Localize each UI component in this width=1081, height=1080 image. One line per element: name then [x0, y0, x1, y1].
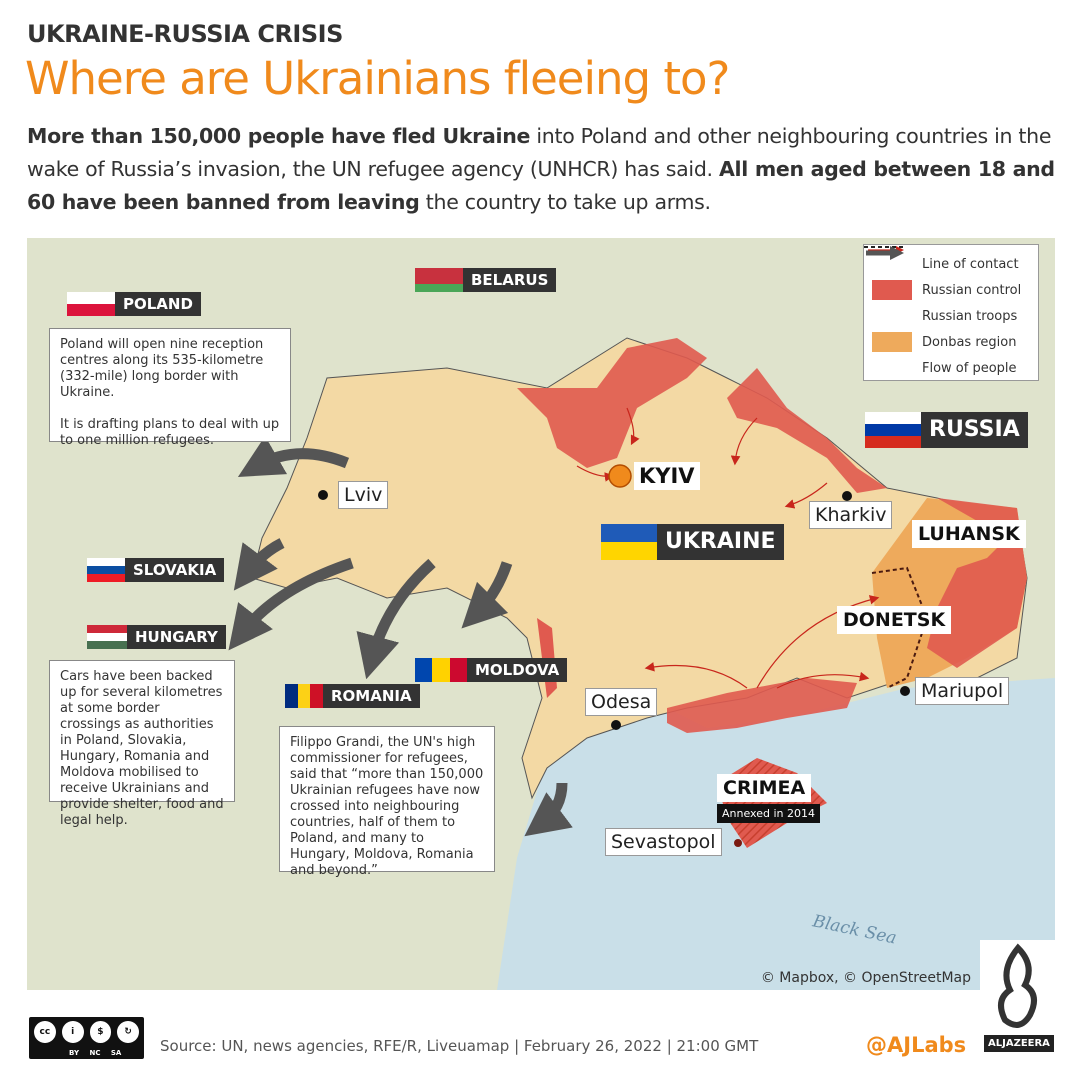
city-dot: [842, 491, 853, 501]
country-name: SLOVAKIA: [125, 558, 225, 582]
legend-item: Flow of people: [866, 246, 1030, 381]
legend-item: Russian troops: [868, 246, 1030, 329]
source-line: Source: UN, news agencies, RFE/R, Liveua…: [160, 1037, 759, 1055]
lede-part: the country to take up arms.: [419, 190, 711, 214]
cc-icon: cc: [32, 1019, 58, 1045]
poland-note: Poland will open nine reception centres …: [49, 328, 291, 448]
flow-of-people-arrows: [228, 435, 573, 837]
line-of-contact: [871, 566, 929, 689]
legend-item: Russian control: [872, 277, 1030, 303]
legend-label: Russian troops: [922, 308, 1018, 324]
map: Line of contact Russian control Russian …: [27, 238, 1055, 990]
city-dot: [611, 720, 621, 730]
by-icon: i: [59, 1019, 86, 1045]
nc-icon: $: [87, 1019, 114, 1045]
romania-flag-icon: [285, 684, 324, 708]
legend-label: Flow of people: [922, 360, 1017, 376]
swatch-icon: [872, 332, 912, 352]
russian-control-northeast: [727, 368, 887, 493]
grey-arrow-icon: [866, 246, 912, 378]
country-label-ukraine: UKRAINE: [601, 524, 784, 560]
aljazeera-wordmark: ALJAZEERA: [984, 1035, 1054, 1052]
city-sevastopol: Sevastopol: [605, 828, 722, 856]
poland-flag-icon: [67, 292, 115, 316]
lede: More than 150,000 people have fled Ukrai…: [27, 120, 1067, 219]
region-crimea: CRIMEA: [717, 774, 812, 802]
city-name: Mariupol: [915, 677, 1010, 705]
city-name: Odesa: [585, 688, 658, 716]
country-label-hungary: HUNGARY: [87, 625, 226, 649]
country-label-belarus: BELARUS: [415, 268, 557, 292]
city-name: Kharkiv: [809, 501, 893, 529]
country-name: ROMANIA: [323, 684, 420, 708]
country-name: POLAND: [115, 292, 201, 316]
city-kyiv: KYIV: [634, 462, 700, 490]
city-name: Sevastopol: [605, 828, 722, 856]
russian-control-south: [667, 678, 857, 733]
city-dot: [900, 686, 910, 696]
red-arrow-icon: [868, 246, 912, 326]
country-label-slovakia: SLOVAKIA: [87, 558, 225, 582]
ukraine-flag-icon: [601, 524, 657, 560]
legend-item: Line of contact: [864, 246, 1030, 277]
lede-part: All men aged between 18 and 60 have been…: [27, 157, 1055, 214]
country-label-russia: RUSSIA: [865, 412, 1028, 448]
region-luhansk: LUHANSK: [912, 520, 1026, 548]
city-dot: [318, 490, 328, 500]
country-name: RUSSIA: [921, 412, 1028, 448]
legend-label: Russian control: [922, 282, 1022, 298]
region-donetsk: DONETSK: [837, 606, 952, 634]
sea: [497, 678, 1055, 990]
swatch-icon: [872, 280, 912, 300]
lede-part: More than 150,000 people have fled Ukrai…: [27, 124, 531, 148]
country-label-romania: ROMANIA: [285, 684, 420, 708]
kicker: UKRAINE-RUSSIA CRISIS: [27, 20, 343, 48]
city-name: Lviv: [338, 481, 389, 509]
sevastopol-marker: [734, 839, 742, 847]
kyiv-marker: [608, 464, 632, 488]
sa-icon: ↻: [115, 1019, 141, 1045]
slovakia-flag-icon: [87, 558, 125, 582]
map-canvas: [27, 238, 1055, 990]
country-label-moldova: MOLDOVA: [415, 658, 568, 682]
city-odesa: Odesa: [585, 688, 658, 730]
aljazeera-emblem-icon: [998, 943, 1037, 1028]
legend: Line of contact Russian control Russian …: [863, 244, 1039, 381]
city-kharkiv: Kharkiv: [809, 491, 893, 529]
country-name: MOLDOVA: [467, 658, 568, 682]
city-lviv: Lviv: [318, 481, 389, 509]
creative-commons-badge: cc i $ ↻ BY NC SA: [29, 1017, 144, 1059]
page-title: Where are Ukrainians fleeing to?: [25, 52, 730, 105]
border-crossings-note: Cars have been backed up for several kil…: [49, 660, 235, 828]
russian-control-north: [517, 338, 707, 468]
ajlabs-handle[interactable]: @AJLabs: [866, 1033, 967, 1057]
grandi-quote-note: Filippo Grandi, the UN's high commission…: [279, 726, 495, 878]
legend-label: Line of contact: [922, 256, 1019, 272]
russia-flag-icon: [865, 412, 921, 448]
license-text: BY NC SA: [69, 1049, 122, 1057]
lede-part: into Poland and other neighbouring count…: [27, 124, 1052, 181]
country-label-poland: POLAND: [67, 292, 201, 316]
belarus-flag-icon: [415, 268, 463, 292]
country-name: BELARUS: [463, 268, 557, 292]
russian-control-donbas: [927, 498, 1027, 668]
map-credit: © Mapbox, © OpenStreetMap: [760, 970, 971, 986]
city-mariupol: Mariupol: [900, 677, 1010, 705]
legend-item: Donbas region: [872, 329, 1030, 355]
country-name: UKRAINE: [657, 524, 784, 560]
moldova-flag-icon: [415, 658, 467, 682]
country-name: HUNGARY: [127, 625, 226, 649]
legend-label: Donbas region: [922, 334, 1017, 350]
hungary-flag-icon: [87, 625, 127, 649]
crimea-annexed-note: Annexed in 2014: [717, 804, 820, 823]
